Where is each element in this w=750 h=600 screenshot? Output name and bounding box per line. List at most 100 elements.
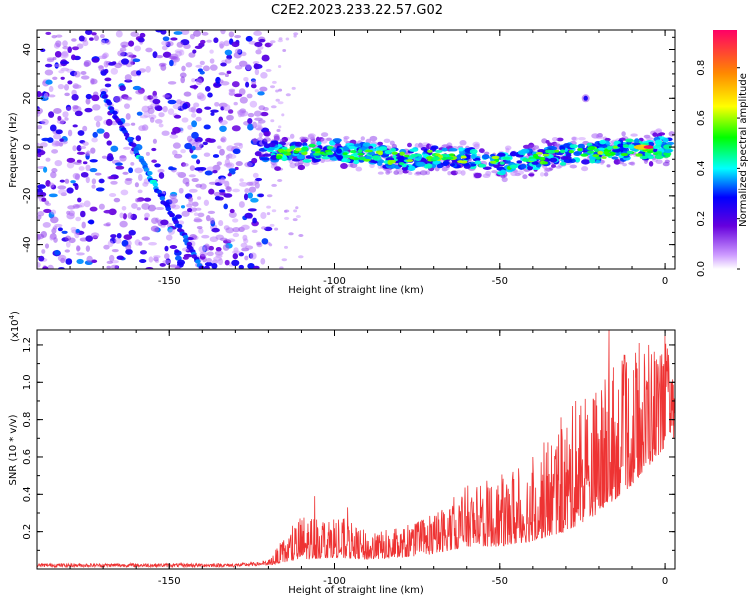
noise-cell <box>178 187 184 194</box>
noise-cell <box>215 247 222 252</box>
noise-cell <box>293 34 297 38</box>
band-halo-cell <box>606 164 611 168</box>
noise-cell <box>74 173 80 181</box>
noise-cell <box>278 88 283 92</box>
noise-cell <box>58 69 65 74</box>
band-bright-cell <box>568 149 575 154</box>
colorbar-tick-label: 0.0 <box>696 261 707 277</box>
noise-cell <box>219 148 225 156</box>
noise-cell <box>266 212 271 216</box>
noise-cell <box>277 179 283 182</box>
band-halo-cell <box>340 163 348 169</box>
noise-cell <box>162 105 168 113</box>
noise-cell <box>41 249 46 254</box>
diagonal-trace-cell <box>152 182 159 187</box>
noise-cell <box>89 37 94 41</box>
noise-cell <box>250 83 257 89</box>
noise-cell <box>191 154 198 159</box>
noise-cell <box>139 115 149 119</box>
noise-cell <box>218 178 225 184</box>
noise-cell <box>253 30 262 36</box>
noise-cell <box>114 162 123 166</box>
noise-cell <box>59 138 64 142</box>
noise-cell <box>211 262 218 269</box>
noise-cell <box>224 49 233 56</box>
noise-cell <box>78 35 85 42</box>
band-bright-cell <box>321 153 329 156</box>
noise-cell <box>267 241 271 245</box>
noise-cell <box>222 244 230 251</box>
band-halo-cell <box>442 165 450 171</box>
bottom-x-tick-label: -150 <box>158 576 181 587</box>
noise-cell <box>99 34 105 39</box>
noise-cell <box>195 183 203 188</box>
noise-cell <box>228 88 236 93</box>
noise-cell <box>244 188 250 194</box>
noise-cell <box>258 38 266 43</box>
band-bright-cell <box>539 156 546 161</box>
noise-cell <box>168 55 178 60</box>
colorbar-tick-label: 0.8 <box>696 60 707 76</box>
band-halo-cell <box>485 170 492 177</box>
noise-cell <box>240 242 248 248</box>
noise-cell <box>155 206 165 211</box>
noise-cell <box>232 232 240 238</box>
band-bright-cell <box>532 153 539 158</box>
noise-cell <box>210 109 219 113</box>
noise-cell <box>252 137 258 145</box>
noise-cell <box>279 266 284 269</box>
noise-cell <box>220 30 226 35</box>
noise-cell <box>135 135 142 142</box>
top-x-tick-label: -100 <box>323 276 346 287</box>
band-bright-cell <box>620 152 629 157</box>
noise-cell <box>107 240 114 247</box>
band-core-cell <box>569 144 579 149</box>
noise-cell <box>197 212 205 218</box>
noise-cell <box>125 244 132 251</box>
noise-cell <box>44 63 53 68</box>
noise-cell <box>175 50 182 57</box>
noise-cell <box>45 202 52 207</box>
noise-cell <box>98 203 105 210</box>
noise-cell <box>43 208 52 213</box>
band-halo-cell <box>522 174 528 180</box>
noise-cell <box>176 259 186 266</box>
noise-cell <box>175 255 182 261</box>
noise-cell <box>244 161 253 168</box>
noise-cell <box>55 34 63 38</box>
bottom-x-tick-label: 0 <box>662 576 668 587</box>
diagonal-trace-cell <box>100 91 107 96</box>
noise-cell <box>53 63 63 68</box>
band-bright-cell <box>403 154 410 158</box>
noise-cell <box>108 208 117 216</box>
diagonal-trace-cell <box>106 101 113 106</box>
noise-cell <box>204 106 212 110</box>
band-core-cell <box>617 143 624 148</box>
diagonal-trace-cell <box>165 206 172 212</box>
noise-cell <box>255 177 263 182</box>
noise-cell <box>161 130 170 136</box>
noise-cell <box>122 122 131 127</box>
diagonal-trace-cell <box>198 265 205 269</box>
top-y-axis-label: Frequency (Hz) <box>8 112 19 188</box>
noise-cell <box>162 51 172 58</box>
band-core-cell <box>332 138 342 143</box>
band-core-cell <box>517 150 525 156</box>
noise-cell <box>128 229 136 236</box>
noise-cell <box>210 112 215 116</box>
band-halo-cell <box>263 137 271 142</box>
noise-cell <box>84 107 93 113</box>
noise-cell <box>173 114 182 119</box>
noise-cell <box>238 264 244 269</box>
noise-cell <box>207 210 216 214</box>
band-core-cell <box>336 154 344 160</box>
band-bright-cell <box>457 160 464 164</box>
noise-cell <box>184 142 193 150</box>
noise-cell <box>139 250 148 255</box>
noise-cell <box>51 228 57 234</box>
noise-cell <box>233 101 238 106</box>
noise-cell <box>225 227 234 234</box>
noise-cell <box>219 237 228 242</box>
band-core-cell <box>425 163 433 169</box>
noise-cell <box>37 148 42 154</box>
